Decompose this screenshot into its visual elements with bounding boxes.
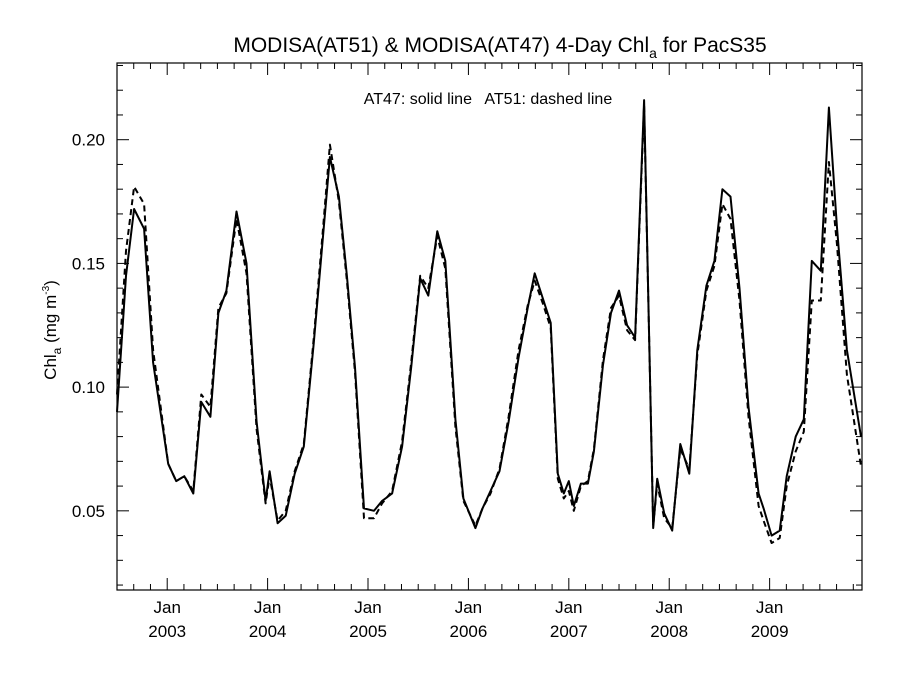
series-layer: [116, 99, 862, 544]
x-axis: Jan 2003 Jan 2004 Jan 2005 Jan 2006 Jan 2007 Jan 20…: [116, 63, 854, 641]
x-tick-label-year: 2007: [550, 622, 588, 641]
series-annotation: AT47: solid line AT51: dashed line: [364, 91, 613, 108]
series-line-at51: [116, 104, 862, 544]
x-tick-label-year: 2004: [249, 622, 287, 641]
x-tick-label-month: Jan: [555, 598, 582, 617]
x-tick-label-year: 2003: [148, 622, 186, 641]
x-tick-label-month: Jan: [354, 598, 381, 617]
x-tick-label-year: 2009: [751, 622, 789, 641]
x-tick-label-year: 2008: [650, 622, 688, 641]
x-tick-label-year: 2005: [349, 622, 387, 641]
x-tick-label-month: Jan: [455, 598, 482, 617]
y-tick-label: 0.20: [72, 131, 105, 150]
x-tick-label-month: Jan: [656, 598, 683, 617]
y-tick-label: 0.15: [72, 254, 105, 273]
y-tick-label: 0.05: [72, 502, 105, 521]
y-tick-label: 0.10: [72, 378, 105, 397]
y-axis-label: Chla (mg m-3): [41, 280, 64, 380]
x-tick-label-month: Jan: [254, 598, 281, 617]
x-tick-label-month: Jan: [153, 598, 180, 617]
chart-title: MODISA(AT51) & MODISA(AT47) 4-Day Chla f…: [233, 34, 766, 61]
series-line-at47: [116, 99, 862, 537]
x-tick-label-month: Jan: [756, 598, 783, 617]
plot-frame: [116, 62, 863, 591]
x-tick-label-year: 2006: [450, 622, 488, 641]
